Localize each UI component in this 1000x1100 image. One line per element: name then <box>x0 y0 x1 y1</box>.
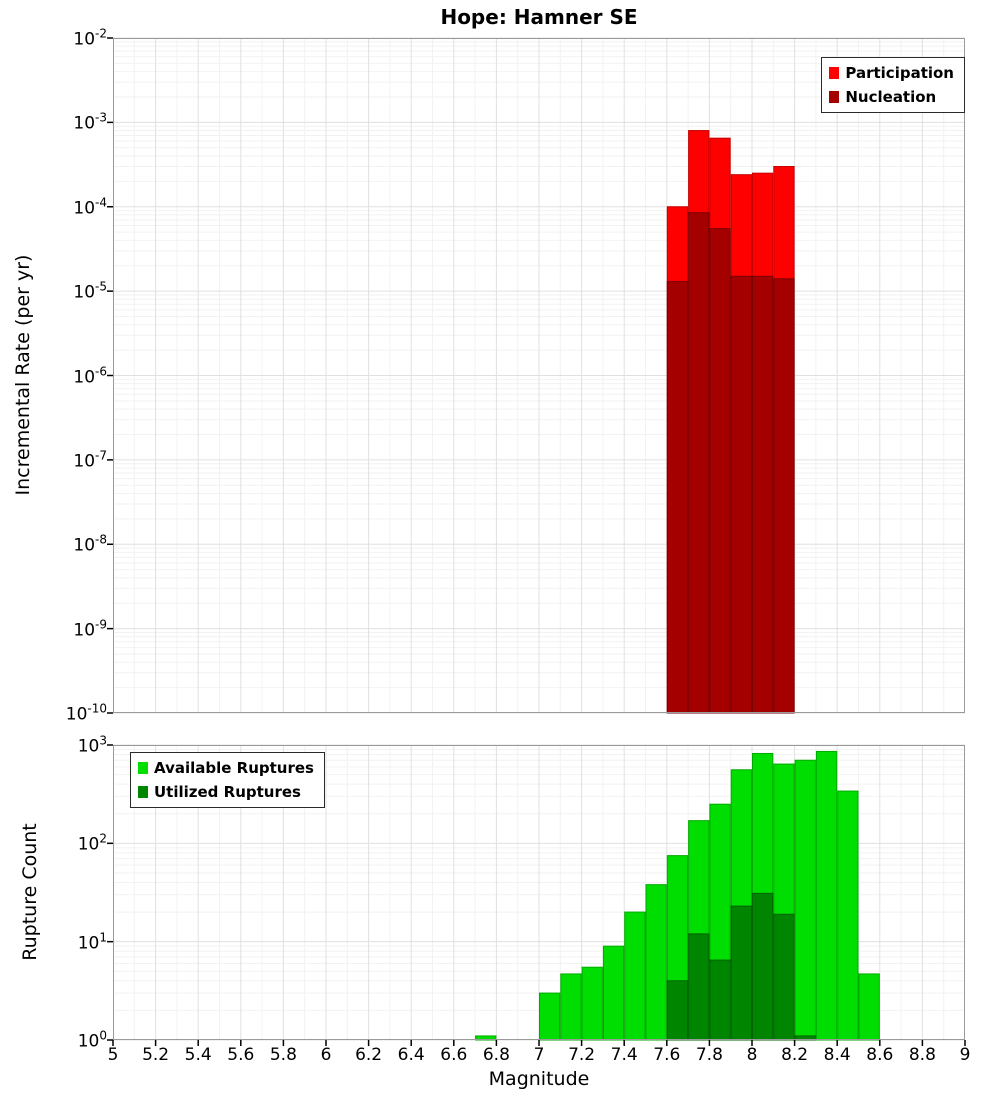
x-tick-label: 5.8 <box>269 1045 297 1065</box>
chart-title: Hope: Hamner SE <box>440 5 638 29</box>
bottom-y-tick-label: 103 <box>77 733 107 757</box>
legend-item-available-ruptures: Available Ruptures <box>138 759 314 777</box>
nucleation-bar <box>773 278 795 714</box>
nucleation-bar <box>688 212 710 714</box>
top-y-tick-label: 10-4 <box>73 195 107 219</box>
top-y-tick-label: 10-10 <box>65 701 107 725</box>
x-axis-label: Magnitude <box>488 1068 590 1090</box>
top-chart <box>107 37 965 714</box>
x-tick-label: 9 <box>959 1045 971 1065</box>
bottom-y-tick-label: 101 <box>77 930 107 953</box>
available-ruptures-bar <box>624 911 646 1041</box>
bottom-legend: Available Ruptures Utilized Ruptures <box>130 752 325 808</box>
nucleation-bar <box>709 228 731 714</box>
legend-label-participation: Participation <box>845 64 954 82</box>
x-tick-label: 8 <box>746 1045 758 1065</box>
x-tick-label: 7.8 <box>695 1045 723 1065</box>
legend-item-utilized-ruptures: Utilized Ruptures <box>138 783 314 801</box>
x-tick-label: 7.4 <box>610 1045 638 1065</box>
utilized-ruptures-swatch-icon <box>138 786 148 798</box>
x-tick-label: 7.6 <box>653 1045 681 1065</box>
top-y-tick-label: 10-2 <box>73 26 107 50</box>
legend-label-utilized-ruptures: Utilized Ruptures <box>154 783 301 801</box>
x-tick-label: 8.4 <box>823 1045 851 1065</box>
utilized-ruptures-bar <box>709 959 731 1041</box>
utilized-ruptures-bar <box>730 905 753 1041</box>
x-tick-label: 7.2 <box>568 1045 596 1065</box>
nucleation-bar <box>666 281 689 714</box>
nucleation-bar <box>730 275 753 714</box>
x-tick-label: 8.6 <box>866 1045 894 1065</box>
nucleation-bar <box>752 275 774 714</box>
available-ruptures-bar <box>560 973 582 1041</box>
x-tick-label: 6.8 <box>482 1045 510 1065</box>
available-ruptures-bar <box>794 759 816 1041</box>
available-ruptures-bar <box>645 884 667 1041</box>
available-ruptures-swatch-icon <box>138 762 148 774</box>
top-legend: Participation Nucleation <box>821 57 965 113</box>
available-ruptures-bar <box>858 973 880 1041</box>
utilized-ruptures-bar <box>688 933 710 1041</box>
utilized-ruptures-bar <box>666 980 689 1041</box>
x-tick-label: 6.2 <box>355 1045 383 1065</box>
available-ruptures-bar <box>815 750 838 1041</box>
top-y-tick-label: 10-5 <box>73 279 107 303</box>
bottom-y-tick-label: 100 <box>77 1028 107 1052</box>
utilized-ruptures-bar <box>773 913 795 1041</box>
nucleation-swatch-icon <box>829 91 840 103</box>
top-y-tick-label: 10-7 <box>73 448 107 472</box>
legend-item-nucleation: Nucleation <box>829 88 954 106</box>
top-y-tick-label: 10-9 <box>73 617 107 640</box>
top-y-tick-label: 10-8 <box>73 532 107 556</box>
x-tick-label: 5.2 <box>142 1045 170 1065</box>
utilized-ruptures-bar <box>752 892 774 1041</box>
bottom-chart <box>107 744 966 1046</box>
x-tick-label: 6.4 <box>397 1045 425 1065</box>
legend-item-participation: Participation <box>829 64 954 82</box>
participation-swatch-icon <box>829 67 840 79</box>
available-ruptures-bar <box>837 790 859 1041</box>
available-ruptures-bar <box>539 992 561 1041</box>
x-tick-label: 8.2 <box>781 1045 809 1065</box>
legend-label-available-ruptures: Available Ruptures <box>154 759 314 777</box>
top-y-tick-label: 10-3 <box>73 111 107 134</box>
x-tick-label: 6 <box>320 1045 332 1065</box>
available-ruptures-bar <box>581 966 603 1041</box>
available-ruptures-bar <box>602 945 625 1041</box>
top-y-tick-label: 10-6 <box>73 364 107 387</box>
x-tick-label: 6.6 <box>440 1045 468 1065</box>
bottom-y-tick-label: 102 <box>77 832 107 855</box>
legend-label-nucleation: Nucleation <box>845 88 937 106</box>
x-tick-label: 5.4 <box>184 1045 212 1065</box>
x-tick-label: 7 <box>533 1045 545 1065</box>
x-tick-label: 5 <box>107 1045 119 1065</box>
x-tick-label: 8.8 <box>908 1045 936 1065</box>
x-tick-label: 5.6 <box>227 1045 255 1065</box>
